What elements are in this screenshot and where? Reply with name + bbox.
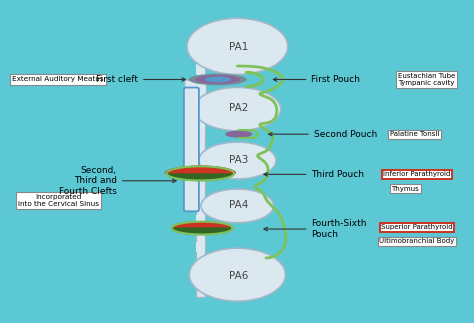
FancyBboxPatch shape — [185, 80, 206, 98]
Bar — [196, 124, 205, 134]
Bar — [196, 214, 205, 224]
Ellipse shape — [201, 189, 273, 223]
Text: Third Pouch: Third Pouch — [264, 170, 365, 179]
Bar — [196, 171, 205, 181]
Text: PA6: PA6 — [229, 271, 248, 281]
Text: First cleft: First cleft — [96, 75, 185, 84]
Text: PA3: PA3 — [229, 155, 248, 165]
Polygon shape — [172, 228, 233, 234]
Ellipse shape — [225, 130, 252, 138]
Text: PA1: PA1 — [229, 42, 248, 52]
Polygon shape — [196, 68, 205, 297]
Text: First Pouch: First Pouch — [273, 75, 361, 84]
Ellipse shape — [189, 248, 285, 301]
Text: External Auditory Meatus: External Auditory Meatus — [12, 77, 104, 82]
Polygon shape — [166, 166, 234, 173]
Ellipse shape — [199, 142, 276, 179]
Ellipse shape — [189, 74, 247, 85]
Text: Thymus: Thymus — [392, 186, 419, 192]
Text: Palatine Tonsil: Palatine Tonsil — [390, 131, 439, 137]
Text: Ultimobranchial Body: Ultimobranchial Body — [379, 238, 455, 244]
Text: PA2: PA2 — [229, 103, 248, 113]
Ellipse shape — [195, 75, 240, 84]
Text: Second Pouch: Second Pouch — [269, 130, 377, 139]
Bar — [196, 64, 205, 74]
Ellipse shape — [187, 18, 288, 75]
Text: Incorporated
into the Cervical Sinus: Incorporated into the Cervical Sinus — [18, 193, 99, 207]
Text: Fourth-Sixth
Pouch: Fourth-Sixth Pouch — [264, 219, 367, 239]
Text: PA4: PA4 — [229, 200, 248, 210]
Text: Superior Parathyroid: Superior Parathyroid — [381, 224, 453, 230]
FancyBboxPatch shape — [184, 88, 199, 211]
Bar — [196, 242, 205, 252]
Text: Inferior Parathyroid: Inferior Parathyroid — [383, 172, 451, 177]
Text: Second,
Third and
Fourth Clefts: Second, Third and Fourth Clefts — [59, 166, 176, 196]
Text: Eustachian Tube
Tympanic cavity: Eustachian Tube Tympanic cavity — [398, 73, 455, 86]
Polygon shape — [172, 222, 233, 228]
Polygon shape — [166, 173, 234, 181]
Ellipse shape — [205, 77, 231, 82]
Ellipse shape — [194, 87, 281, 131]
